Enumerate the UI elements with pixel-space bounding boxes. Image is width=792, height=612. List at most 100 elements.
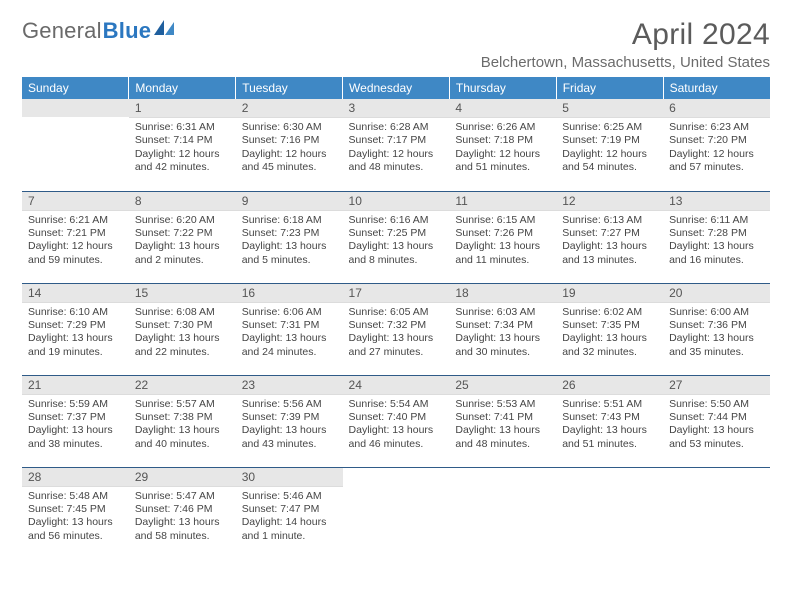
day-number-bar: 26 [556,376,663,395]
sunset-text: Sunset: 7:20 PM [669,134,764,147]
sunrise-text: Sunrise: 6:15 AM [455,214,550,227]
daylight-text: Daylight: 13 hours [135,516,230,529]
daylight-text: Daylight: 13 hours [562,332,657,345]
daylight-text: Daylight: 13 hours [135,240,230,253]
day-cell: 30Sunrise: 5:46 AMSunset: 7:47 PMDayligh… [236,467,343,559]
sunset-text: Sunset: 7:22 PM [135,227,230,240]
sunrise-text: Sunrise: 6:08 AM [135,306,230,319]
day-cell: 22Sunrise: 5:57 AMSunset: 7:38 PMDayligh… [129,375,236,467]
sunrise-text: Sunrise: 6:20 AM [135,214,230,227]
weekday-sunday: Sunday [22,77,129,99]
brand-sail-icon [154,16,176,42]
month-title: April 2024 [481,18,770,52]
daylight-text: Daylight: 13 hours [28,516,123,529]
day-number-bar-empty [22,99,129,117]
day-number-bar: 13 [663,192,770,211]
daylight-text: and 24 minutes. [242,346,337,359]
daylight-text: and 30 minutes. [455,346,550,359]
day-number-bar: 30 [236,468,343,487]
sunrise-text: Sunrise: 6:11 AM [669,214,764,227]
day-details: Sunrise: 6:05 AMSunset: 7:32 PMDaylight:… [343,303,450,364]
location-subtitle: Belchertown, Massachusetts, United State… [481,54,770,71]
day-cell: 29 Sunrise: 5:47 AMSunset: 7:46 PMDayligh… [129,467,236,559]
day-details: Sunrise: 6:26 AMSunset: 7:18 PMDaylight:… [449,118,556,179]
weekday-wednesday: Wednesday [343,77,450,99]
sunrise-text: Sunrise: 5:54 AM [349,398,444,411]
daylight-text: Daylight: 13 hours [669,240,764,253]
daylight-text: and 43 minutes. [242,438,337,451]
sunrise-text: Sunrise: 6:00 AM [669,306,764,319]
day-details: Sunrise: 6:16 AMSunset: 7:25 PMDaylight:… [343,211,450,272]
day-cell: 8Sunrise: 6:20 AMSunset: 7:22 PMDaylight… [129,191,236,283]
day-number-bar: 11 [449,192,556,211]
calendar-body: 1Sunrise: 6:31 AMSunset: 7:14 PMDaylight… [22,99,770,559]
daylight-text: and 48 minutes. [349,161,444,174]
day-cell: 3Sunrise: 6:28 AMSunset: 7:17 PMDaylight… [343,99,450,191]
day-details: Sunrise: 6:28 AMSunset: 7:17 PMDaylight:… [343,118,450,179]
day-cell: 28Sunrise: 5:48 AMSunset: 7:45 PMDayligh… [22,467,129,559]
daylight-text: Daylight: 13 hours [242,424,337,437]
daylight-text: and 54 minutes. [562,161,657,174]
daylight-text: Daylight: 13 hours [135,424,230,437]
sunrise-text: Sunrise: 6:25 AM [562,121,657,134]
day-number-bar: 19 [556,284,663,303]
day-details: Sunrise: 6:20 AMSunset: 7:22 PMDaylight:… [129,211,236,272]
day-details: Sunrise: 6:03 AMSunset: 7:34 PMDaylight:… [449,303,556,364]
sunrise-text: Sunrise: 6:10 AM [28,306,123,319]
day-number-bar: 22 [129,376,236,395]
sunset-text: Sunset: 7:39 PM [242,411,337,424]
day-cell: 18Sunrise: 6:03 AMSunset: 7:34 PMDayligh… [449,283,556,375]
week-row: 14Sunrise: 6:10 AMSunset: 7:29 PMDayligh… [22,283,770,375]
sunset-text: Sunset: 7:44 PM [669,411,764,424]
sunrise-text: Sunrise: 6:21 AM [28,214,123,227]
sunset-text: Sunset: 7:27 PM [562,227,657,240]
weekday-thursday: Thursday [449,77,556,99]
weekday-row: SundayMondayTuesdayWednesdayThursdayFrid… [22,77,770,99]
daylight-text: Daylight: 12 hours [455,148,550,161]
daylight-text: Daylight: 13 hours [28,332,123,345]
weekday-monday: Monday [129,77,236,99]
day-cell: 21Sunrise: 5:59 AMSunset: 7:37 PMDayligh… [22,375,129,467]
day-cell: 7Sunrise: 6:21 AMSunset: 7:21 PMDaylight… [22,191,129,283]
day-number-bar: 20 [663,284,770,303]
day-number-bar: 29 [129,468,236,487]
daylight-text: Daylight: 13 hours [349,240,444,253]
sunset-text: Sunset: 7:31 PM [242,319,337,332]
week-row: 28Sunrise: 5:48 AMSunset: 7:45 PMDayligh… [22,467,770,559]
sunset-text: Sunset: 7:35 PM [562,319,657,332]
empty-cell [343,467,450,559]
sunset-text: Sunset: 7:28 PM [669,227,764,240]
day-number-bar: 12 [556,192,663,211]
sunset-text: Sunset: 7:23 PM [242,227,337,240]
sunrise-text: Sunrise: 6:18 AM [242,214,337,227]
day-details: Sunrise: 6:10 AMSunset: 7:29 PMDaylight:… [22,303,129,364]
day-number-bar: 5 [556,99,663,118]
sunset-text: Sunset: 7:41 PM [455,411,550,424]
sunset-text: Sunset: 7:16 PM [242,134,337,147]
header: General Blue April 2024 Belchertown, Mas… [22,18,770,71]
sunset-text: Sunset: 7:19 PM [562,134,657,147]
sunset-text: Sunset: 7:45 PM [28,503,123,516]
day-details: Sunrise: 6:25 AMSunset: 7:19 PMDaylight:… [556,118,663,179]
day-number-bar: 18 [449,284,556,303]
weekday-friday: Friday [556,77,663,99]
day-cell: 1Sunrise: 6:31 AMSunset: 7:14 PMDaylight… [129,99,236,191]
daylight-text: Daylight: 13 hours [455,240,550,253]
sunset-text: Sunset: 7:26 PM [455,227,550,240]
day-number-bar: 25 [449,376,556,395]
daylight-text: and 32 minutes. [562,346,657,359]
day-cell: 4Sunrise: 6:26 AMSunset: 7:18 PMDaylight… [449,99,556,191]
sunset-text: Sunset: 7:14 PM [135,134,230,147]
sunrise-text: Sunrise: 5:47 AM [135,490,230,503]
daylight-text: Daylight: 13 hours [349,424,444,437]
brand-logo: General Blue [22,18,176,44]
day-cell: 20Sunrise: 6:00 AMSunset: 7:36 PMDayligh… [663,283,770,375]
daylight-text: and 51 minutes. [562,438,657,451]
daylight-text: and 8 minutes. [349,254,444,267]
day-cell: 19Sunrise: 6:02 AMSunset: 7:35 PMDayligh… [556,283,663,375]
daylight-text: Daylight: 14 hours [242,516,337,529]
sunrise-text: Sunrise: 5:57 AM [135,398,230,411]
calendar-table: SundayMondayTuesdayWednesdayThursdayFrid… [22,77,770,559]
sunset-text: Sunset: 7:46 PM [135,503,230,516]
sunrise-text: Sunrise: 6:26 AM [455,121,550,134]
